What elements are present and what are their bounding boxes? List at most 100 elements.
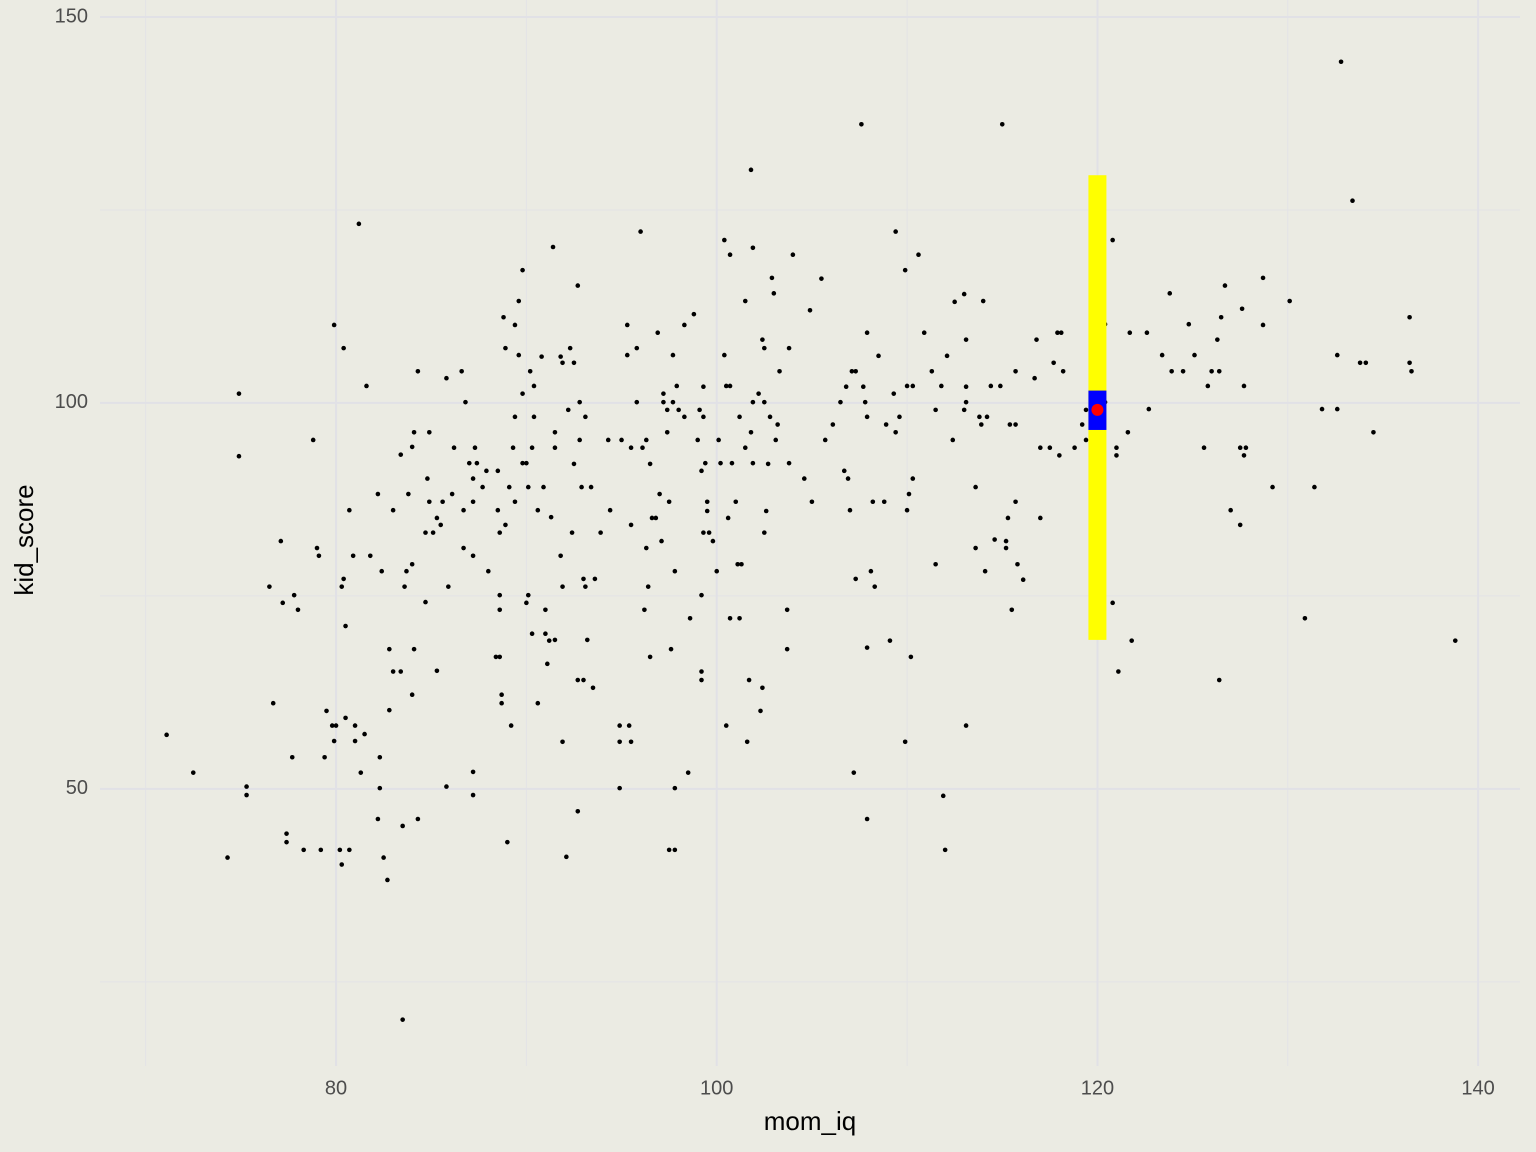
point [1007, 422, 1013, 427]
point [1005, 515, 1011, 521]
point [329, 723, 335, 728]
point [628, 445, 634, 451]
point [409, 561, 415, 567]
point [670, 399, 676, 405]
point [1057, 453, 1062, 458]
point [289, 754, 295, 760]
point [341, 345, 346, 351]
point [377, 785, 383, 791]
point [722, 237, 727, 243]
point [512, 499, 518, 505]
point [864, 816, 870, 822]
point [438, 522, 444, 528]
point [1020, 577, 1026, 583]
point [950, 437, 956, 443]
point [944, 353, 950, 359]
point [1051, 360, 1056, 366]
point [364, 383, 369, 389]
point [543, 631, 548, 637]
x-axis-title: mom_iq [764, 1106, 856, 1136]
point [385, 877, 390, 883]
point [628, 522, 634, 528]
point [979, 422, 984, 427]
point [499, 692, 504, 698]
point [666, 499, 672, 505]
point [853, 576, 858, 582]
point [390, 507, 396, 513]
x-tick-label: 100 [700, 1077, 733, 1099]
point [963, 337, 969, 342]
point [505, 839, 510, 845]
point [520, 460, 525, 466]
point [1079, 422, 1085, 427]
point [701, 530, 706, 535]
point [897, 414, 902, 420]
point [843, 384, 849, 390]
point [830, 422, 836, 427]
point [1003, 538, 1009, 544]
point [744, 739, 750, 745]
point [406, 491, 411, 497]
point [860, 384, 866, 390]
point [904, 383, 910, 389]
point [411, 646, 417, 652]
point [1241, 453, 1247, 458]
point [638, 229, 643, 234]
point [398, 669, 404, 674]
point [1058, 330, 1064, 335]
point [664, 429, 670, 435]
point [1083, 437, 1089, 443]
point [735, 561, 740, 567]
point [236, 453, 242, 459]
point [470, 792, 476, 798]
point [1159, 352, 1165, 358]
point [434, 668, 440, 674]
point [963, 384, 969, 390]
point [236, 391, 242, 396]
point [617, 739, 622, 745]
point [769, 275, 775, 281]
point [571, 360, 577, 366]
point [942, 847, 948, 853]
point [1167, 291, 1173, 296]
point [876, 353, 881, 359]
point [560, 360, 565, 366]
point [400, 823, 405, 829]
point [495, 507, 501, 513]
point [1144, 330, 1150, 335]
point [1407, 314, 1412, 320]
point [516, 352, 522, 358]
point [619, 437, 624, 443]
point [819, 276, 824, 281]
point [777, 368, 782, 374]
point [577, 437, 582, 443]
point [434, 515, 440, 521]
point [727, 615, 733, 621]
point [661, 391, 666, 396]
point [868, 568, 874, 574]
point [461, 507, 466, 513]
point [331, 322, 337, 328]
point [347, 847, 352, 853]
point [581, 677, 586, 683]
point [497, 592, 503, 598]
point [529, 631, 535, 637]
point [1013, 499, 1018, 505]
point [543, 607, 548, 613]
point [493, 654, 499, 660]
point [704, 499, 710, 505]
point [583, 414, 588, 420]
point [343, 623, 348, 629]
point [381, 855, 386, 860]
x-tick-label: 140 [1461, 1077, 1494, 1099]
point [628, 739, 634, 745]
point [427, 429, 432, 435]
point [691, 311, 697, 317]
point [887, 638, 893, 643]
point [891, 391, 897, 396]
point [225, 855, 230, 860]
point [1260, 275, 1266, 281]
point [952, 299, 957, 305]
marks [164, 59, 1458, 1022]
point [760, 685, 765, 691]
